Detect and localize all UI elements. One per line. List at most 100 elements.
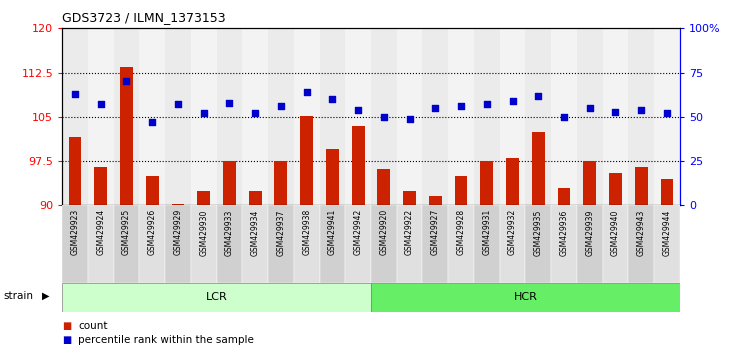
Bar — [294, 28, 319, 205]
Point — [430, 105, 442, 111]
Point — [224, 100, 235, 105]
Bar — [140, 28, 165, 205]
Point — [558, 114, 570, 120]
Point — [95, 102, 107, 107]
Bar — [216, 205, 242, 283]
Bar — [500, 205, 526, 283]
Bar — [216, 28, 242, 205]
Point — [300, 89, 312, 95]
Bar — [448, 28, 474, 205]
Bar — [577, 28, 602, 205]
Point — [275, 103, 287, 109]
Bar — [532, 132, 545, 205]
Point — [455, 103, 467, 109]
Bar — [526, 205, 551, 283]
Bar — [377, 169, 390, 205]
Bar — [551, 205, 577, 283]
Bar — [551, 28, 577, 205]
Text: ■: ■ — [62, 321, 72, 331]
Bar — [371, 28, 397, 205]
Point — [352, 107, 364, 113]
Bar — [661, 179, 673, 205]
Point — [584, 105, 596, 111]
Text: strain: strain — [4, 291, 34, 301]
Bar — [609, 173, 622, 205]
Bar — [583, 161, 596, 205]
Bar — [602, 205, 629, 283]
Point — [661, 110, 673, 116]
Text: GSM429927: GSM429927 — [431, 209, 440, 256]
Bar — [191, 28, 216, 205]
Point — [532, 93, 544, 98]
Bar — [197, 190, 210, 205]
Point — [69, 91, 81, 97]
Bar — [94, 167, 107, 205]
Bar — [249, 190, 262, 205]
Bar — [448, 205, 474, 283]
Bar — [165, 205, 191, 283]
Point — [378, 114, 390, 120]
Text: GSM429920: GSM429920 — [379, 209, 388, 256]
Bar — [113, 205, 140, 283]
Bar — [654, 205, 680, 283]
Text: GSM429926: GSM429926 — [148, 209, 156, 256]
Point — [481, 102, 493, 107]
Text: GSM429922: GSM429922 — [405, 209, 414, 255]
Bar — [654, 28, 680, 205]
Text: GSM429933: GSM429933 — [225, 209, 234, 256]
Bar — [345, 205, 371, 283]
Bar — [629, 28, 654, 205]
Text: GSM429936: GSM429936 — [559, 209, 569, 256]
Bar — [268, 205, 294, 283]
Text: GSM429934: GSM429934 — [251, 209, 260, 256]
Point — [121, 79, 132, 84]
Text: GDS3723 / ILMN_1373153: GDS3723 / ILMN_1373153 — [62, 11, 226, 24]
Bar — [480, 161, 493, 205]
Text: GSM429928: GSM429928 — [457, 209, 466, 255]
Bar — [500, 28, 526, 205]
Point — [404, 116, 415, 121]
Bar — [223, 161, 236, 205]
Text: GSM429935: GSM429935 — [534, 209, 543, 256]
Bar — [242, 28, 268, 205]
Point — [507, 98, 518, 104]
Bar — [423, 28, 448, 205]
Point — [635, 107, 647, 113]
Bar — [191, 205, 216, 283]
Text: GSM429932: GSM429932 — [508, 209, 517, 256]
Text: GSM429923: GSM429923 — [70, 209, 80, 256]
Bar — [423, 205, 448, 283]
Text: GSM429929: GSM429929 — [173, 209, 183, 256]
Bar — [455, 176, 468, 205]
Bar — [429, 196, 442, 205]
Text: GSM429940: GSM429940 — [611, 209, 620, 256]
Bar — [172, 204, 184, 205]
Bar — [268, 28, 294, 205]
Bar — [242, 205, 268, 283]
Bar — [371, 283, 680, 312]
Bar — [88, 28, 113, 205]
Text: GSM429939: GSM429939 — [586, 209, 594, 256]
Text: count: count — [78, 321, 107, 331]
Bar — [602, 28, 629, 205]
Bar — [635, 167, 648, 205]
Text: GSM429944: GSM429944 — [662, 209, 672, 256]
Bar — [140, 205, 165, 283]
Bar — [62, 28, 88, 205]
Bar — [326, 149, 338, 205]
Bar — [88, 205, 113, 283]
Text: ■: ■ — [62, 335, 72, 345]
Text: percentile rank within the sample: percentile rank within the sample — [78, 335, 254, 345]
Bar — [294, 205, 319, 283]
Bar — [62, 205, 88, 283]
Text: HCR: HCR — [513, 292, 537, 302]
Bar — [506, 158, 519, 205]
Point — [327, 96, 338, 102]
Bar — [274, 161, 287, 205]
Text: GSM429938: GSM429938 — [302, 209, 311, 256]
Bar — [629, 205, 654, 283]
Bar — [526, 28, 551, 205]
Text: GSM429937: GSM429937 — [276, 209, 285, 256]
Bar — [62, 283, 371, 312]
Text: GSM429941: GSM429941 — [328, 209, 337, 256]
